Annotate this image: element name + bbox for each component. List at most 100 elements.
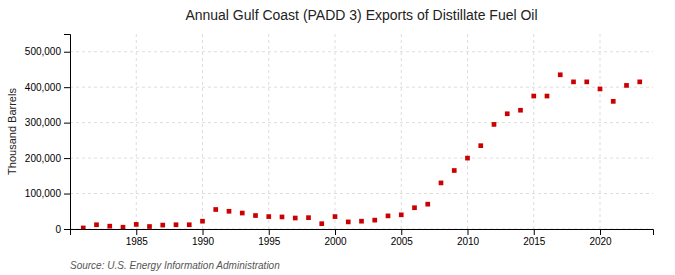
x-tick-mark bbox=[335, 229, 336, 235]
y-tick-mark bbox=[64, 87, 70, 88]
point bbox=[505, 111, 510, 116]
grid-line-y bbox=[70, 87, 653, 88]
y-tick-label: 400,000 bbox=[25, 82, 62, 93]
y-axis: 0 100,000 200,000 300,000 400,000 500,000 bbox=[25, 35, 71, 235]
point bbox=[452, 168, 457, 173]
point bbox=[637, 80, 642, 85]
point bbox=[558, 72, 563, 77]
point bbox=[545, 94, 550, 99]
y-tick: 500,000 bbox=[25, 46, 70, 57]
grid bbox=[70, 34, 653, 229]
x-tick-label: 1990 bbox=[192, 236, 215, 247]
y-tick-mark bbox=[64, 158, 70, 159]
point bbox=[386, 214, 391, 219]
grid-line-y bbox=[70, 51, 653, 52]
point bbox=[333, 214, 338, 219]
point bbox=[160, 223, 165, 228]
point bbox=[240, 211, 245, 216]
y-tick: 0 bbox=[55, 224, 70, 235]
x-tick-label: 1985 bbox=[126, 236, 149, 247]
y-axis-line bbox=[64, 35, 71, 230]
x-tick-label: 2000 bbox=[324, 236, 347, 247]
x-tick-label: 2010 bbox=[457, 236, 480, 247]
y-tick-mark bbox=[64, 52, 70, 53]
point bbox=[94, 222, 99, 227]
point bbox=[531, 94, 536, 99]
point bbox=[280, 215, 285, 220]
point bbox=[81, 226, 86, 229]
grid-line-y bbox=[70, 158, 653, 159]
x-tick: 1995 bbox=[258, 229, 281, 247]
point bbox=[412, 205, 417, 210]
x-tick: 2015 bbox=[523, 229, 546, 247]
grid-line-x bbox=[600, 34, 601, 229]
x-tick-mark bbox=[534, 229, 535, 235]
y-tick-mark bbox=[64, 229, 70, 230]
x-tick: 2000 bbox=[324, 229, 347, 247]
point bbox=[624, 83, 629, 88]
x-tick: 2010 bbox=[457, 229, 480, 247]
annotation: Source: U.S. Energy Information Administ… bbox=[70, 260, 280, 271]
y-tick-label: 300,000 bbox=[25, 117, 62, 128]
grid-line-x bbox=[401, 34, 402, 229]
point bbox=[465, 156, 470, 161]
x-axis: 1985 1990 1995 2000 2005 2010 2015 2020 bbox=[71, 229, 654, 247]
y-tick: 300,000 bbox=[25, 117, 70, 128]
point bbox=[518, 108, 523, 113]
point bbox=[200, 219, 205, 224]
x-tick: 1990 bbox=[192, 229, 215, 247]
point bbox=[492, 122, 497, 127]
x-tick: 2005 bbox=[391, 229, 414, 247]
point bbox=[266, 214, 271, 219]
y-tick-mark bbox=[64, 194, 70, 195]
y-tick: 400,000 bbox=[25, 82, 70, 93]
points bbox=[81, 72, 642, 229]
chart: 1985 1990 1995 2000 2005 2010 2015 2020 0 100,000… bbox=[0, 0, 675, 275]
y-tick-mark bbox=[64, 123, 70, 124]
x-tick-label: 2005 bbox=[391, 236, 414, 247]
grid-line-x bbox=[533, 34, 534, 229]
point bbox=[478, 143, 483, 148]
x-axis-line bbox=[71, 230, 654, 236]
point bbox=[147, 224, 152, 229]
x-tick: 1985 bbox=[126, 229, 149, 247]
point bbox=[584, 80, 589, 85]
point bbox=[213, 207, 218, 212]
point bbox=[571, 80, 576, 85]
point bbox=[359, 219, 364, 224]
point bbox=[174, 222, 179, 227]
point bbox=[399, 212, 404, 217]
y-tick: 100,000 bbox=[25, 188, 70, 199]
x-tick-mark bbox=[401, 229, 402, 235]
grid-line-x bbox=[268, 34, 269, 229]
point bbox=[425, 202, 430, 207]
point bbox=[439, 181, 444, 186]
y-tick-label: 100,000 bbox=[25, 188, 62, 199]
point bbox=[187, 222, 192, 227]
title: Annual Gulf Coast (PADD 3) Exports of Di… bbox=[185, 7, 537, 23]
x-tick-label: 2020 bbox=[589, 236, 612, 247]
point bbox=[306, 215, 311, 220]
x-tick-label: 1995 bbox=[258, 236, 281, 247]
point bbox=[121, 225, 126, 229]
x-tick-mark bbox=[600, 229, 601, 235]
point bbox=[372, 218, 377, 223]
x-tick-label: 2015 bbox=[523, 236, 546, 247]
y-tick: 200,000 bbox=[25, 153, 70, 164]
grid-line-x bbox=[335, 34, 336, 229]
x-tick: 2020 bbox=[589, 229, 612, 247]
point bbox=[293, 216, 298, 221]
y-tick-label: 500,000 bbox=[25, 46, 62, 57]
point bbox=[346, 220, 351, 225]
y-axis-title: Thousand Barrels bbox=[6, 88, 18, 175]
grid-line-y bbox=[70, 193, 653, 194]
grid-line-x bbox=[136, 34, 137, 229]
x-tick-mark bbox=[136, 229, 137, 235]
y-tick-label: 0 bbox=[55, 224, 61, 235]
point bbox=[227, 209, 232, 214]
x-tick-mark bbox=[269, 229, 270, 235]
point bbox=[611, 99, 616, 104]
x-tick-mark bbox=[468, 229, 469, 235]
grid-line-x bbox=[202, 34, 203, 229]
x-tick-mark bbox=[203, 229, 204, 235]
